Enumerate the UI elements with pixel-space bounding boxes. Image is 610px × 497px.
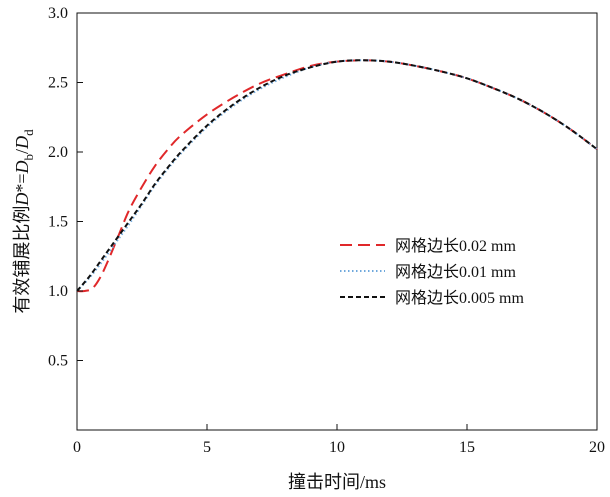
y-axis-label-part: D [12,160,32,174]
y-tick-label: 2.0 [48,144,68,161]
y-axis-label-part: D [12,193,32,207]
x-tick-label: 5 [203,439,211,456]
y-tick-label: 0.5 [48,353,68,370]
y-tick-label: 2.5 [48,75,68,92]
y-axis-label-part: D [12,136,32,150]
legend: 网格边长0.02 mm 网格边长0.01 mm 网格边长0.005 mm [340,237,524,307]
x-tick-label: 20 [589,439,605,456]
x-tick-label: 0 [73,439,81,456]
series-layer [76,59,598,293]
plot-frame [76,12,598,431]
ticks-layer: 0 5 10 15 20 0.5 1.0 1.5 2.0 2.5 3.0 [48,5,605,456]
y-tick-label: 1.5 [48,214,68,231]
series-line-3 [76,59,598,292]
y-tick-label: 3.0 [48,5,68,22]
y-tick-label: 1.0 [48,283,68,300]
x-tick-label: 10 [329,439,345,456]
legend-label-2: 网格边长0.01 mm [395,263,516,281]
y-axis-label-part: / [12,149,32,154]
legend-label-1: 网格边长0.02 mm [395,237,516,255]
series-line-1 [76,59,598,293]
x-tick-label: 15 [459,439,475,456]
series-line-2 [76,59,598,292]
y-axis-label-part: b [21,154,36,161]
legend-label-3: 网格边长0.005 mm [395,289,524,307]
y-axis-label-part: *= [12,173,32,192]
y-axis-label-part: 有效铺展比例 [12,206,32,314]
x-axis-label: 撞击时间/ms [288,472,386,492]
plot-border [76,12,598,431]
y-axis-label-part: d [21,129,36,136]
y-axis-label: 有效铺展比例D*=Db/Dd [12,129,36,314]
